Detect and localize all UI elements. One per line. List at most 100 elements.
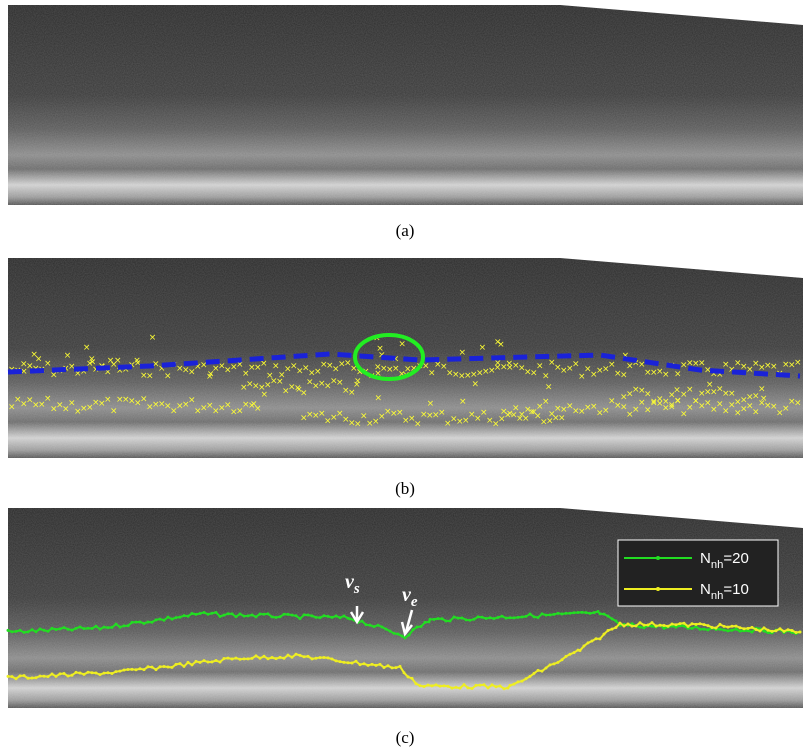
- path-nh20-vertex: [397, 633, 400, 636]
- path-nh20-vertex: [343, 614, 346, 617]
- candidate-marker: ×: [164, 371, 172, 381]
- path-nh20-vertex: [323, 614, 326, 617]
- path-nh10-vertex: [455, 686, 458, 689]
- path-nh10-vertex: [259, 657, 262, 660]
- path-nh10-vertex: [611, 628, 614, 631]
- path-nh10-vertex: [719, 623, 722, 626]
- path-nh20-vertex: [517, 616, 520, 619]
- path-nh20-vertex: [279, 615, 282, 618]
- path-nh20-vertex: [39, 628, 42, 631]
- path-nh10-vertex: [545, 666, 548, 669]
- path-nh20-vertex: [11, 630, 14, 633]
- path-nh10-vertex: [115, 670, 118, 673]
- path-nh10-vertex: [767, 629, 770, 632]
- path-nh20-vertex: [7, 629, 10, 632]
- path-nh10-vertex: [431, 684, 434, 687]
- path-nh20-vertex: [195, 613, 198, 616]
- path-nh20-vertex: [365, 623, 368, 626]
- candidate-marker: ×: [398, 340, 406, 350]
- path-nh10-vertex: [711, 626, 714, 629]
- candidate-marker: ×: [479, 343, 487, 353]
- candidate-marker: ×: [494, 363, 502, 373]
- path-nh20-vertex: [167, 616, 170, 619]
- candidate-marker: ×: [149, 333, 157, 343]
- path-nh20-vertex: [485, 617, 488, 620]
- path-nh20-vertex: [331, 616, 334, 619]
- path-nh10-vertex: [509, 684, 512, 687]
- path-nh10-vertex: [513, 683, 516, 686]
- path-nh10-vertex: [99, 673, 102, 676]
- path-nh20-vertex: [99, 628, 102, 631]
- path-nh10-vertex: [735, 625, 738, 628]
- path-nh10-vertex: [23, 674, 26, 677]
- path-nh20-vertex: [211, 612, 214, 615]
- path-nh20-vertex: [545, 614, 548, 617]
- path-nh10-vertex: [191, 663, 194, 666]
- path-nh10-vertex: [419, 684, 422, 687]
- candidate-marker: ×: [295, 385, 303, 395]
- path-nh10-vertex: [215, 659, 218, 662]
- path-nh20-vertex: [529, 613, 532, 616]
- candidate-marker: ×: [602, 406, 610, 416]
- path-nh20-vertex: [47, 630, 50, 633]
- path-nh10-vertex: [427, 684, 430, 687]
- path-nh20-vertex: [119, 626, 122, 629]
- path-nh10-vertex: [363, 662, 366, 665]
- path-nh10-vertex: [635, 624, 638, 627]
- path-nh20-vertex: [147, 621, 150, 624]
- candidate-marker: ×: [620, 371, 628, 381]
- path-nh10-vertex: [517, 680, 520, 683]
- text-sub: nh: [711, 559, 724, 571]
- candidate-marker: ×: [428, 368, 436, 378]
- text-main: N: [700, 581, 711, 598]
- candidate-marker: ×: [261, 390, 269, 400]
- path-nh10-vertex: [667, 625, 670, 628]
- path-nh10-vertex: [775, 629, 778, 632]
- path-nh10-vertex: [367, 664, 370, 667]
- candidate-marker: ×: [545, 383, 553, 393]
- path-nh20-vertex: [307, 613, 310, 616]
- candidate-marker: ×: [472, 379, 480, 389]
- candidate-marker: ×: [353, 380, 361, 390]
- path-nh20-vertex: [335, 614, 338, 617]
- path-nh10-vertex: [537, 669, 540, 672]
- candidate-marker: ×: [760, 394, 768, 404]
- path-nh20-vertex: [373, 625, 376, 628]
- path-nh10-vertex: [315, 657, 318, 660]
- path-nh20-vertex: [299, 617, 302, 620]
- path-nh10-vertex: [179, 662, 182, 665]
- path-nh20-vertex: [469, 619, 472, 622]
- path-nh20-vertex: [404, 636, 407, 639]
- candidate-marker: ×: [542, 397, 550, 407]
- text-sub: e: [411, 594, 418, 610]
- path-nh20-vertex: [155, 618, 158, 621]
- path-nh20-vertex: [175, 616, 178, 619]
- path-nh10-vertex: [255, 654, 258, 657]
- path-nh10-vertex: [199, 661, 202, 664]
- path-nh10-vertex: [27, 677, 30, 680]
- path-nh10-vertex: [607, 629, 610, 632]
- path-nh10-vertex: [55, 675, 58, 678]
- path-nh10-vertex: [127, 668, 130, 671]
- path-nh10-vertex: [207, 661, 210, 664]
- path-nh10-vertex: [239, 658, 242, 661]
- candidate-marker: ×: [542, 371, 550, 381]
- path-nh10-vertex: [771, 630, 774, 633]
- path-nh10-vertex: [247, 657, 250, 660]
- path-nh20-vertex: [163, 619, 166, 622]
- path-nh20-vertex: [243, 615, 246, 618]
- path-nh10-vertex: [695, 623, 698, 626]
- path-nh20-vertex: [699, 628, 702, 631]
- path-nh10-vertex: [339, 660, 342, 663]
- path-nh10-vertex: [739, 626, 742, 629]
- path-nh20-vertex: [719, 628, 722, 631]
- path-nh20-vertex: [412, 628, 415, 631]
- path-nh20-vertex: [369, 624, 372, 627]
- path-nh10-vertex: [463, 683, 466, 686]
- path-nh20-vertex: [727, 629, 730, 632]
- path-nh20-vertex: [131, 621, 134, 624]
- candidate-marker: ×: [673, 386, 681, 396]
- path-nh20-vertex: [263, 613, 266, 616]
- path-nh10-vertex: [507, 687, 510, 690]
- candidate-marker: ×: [427, 399, 435, 409]
